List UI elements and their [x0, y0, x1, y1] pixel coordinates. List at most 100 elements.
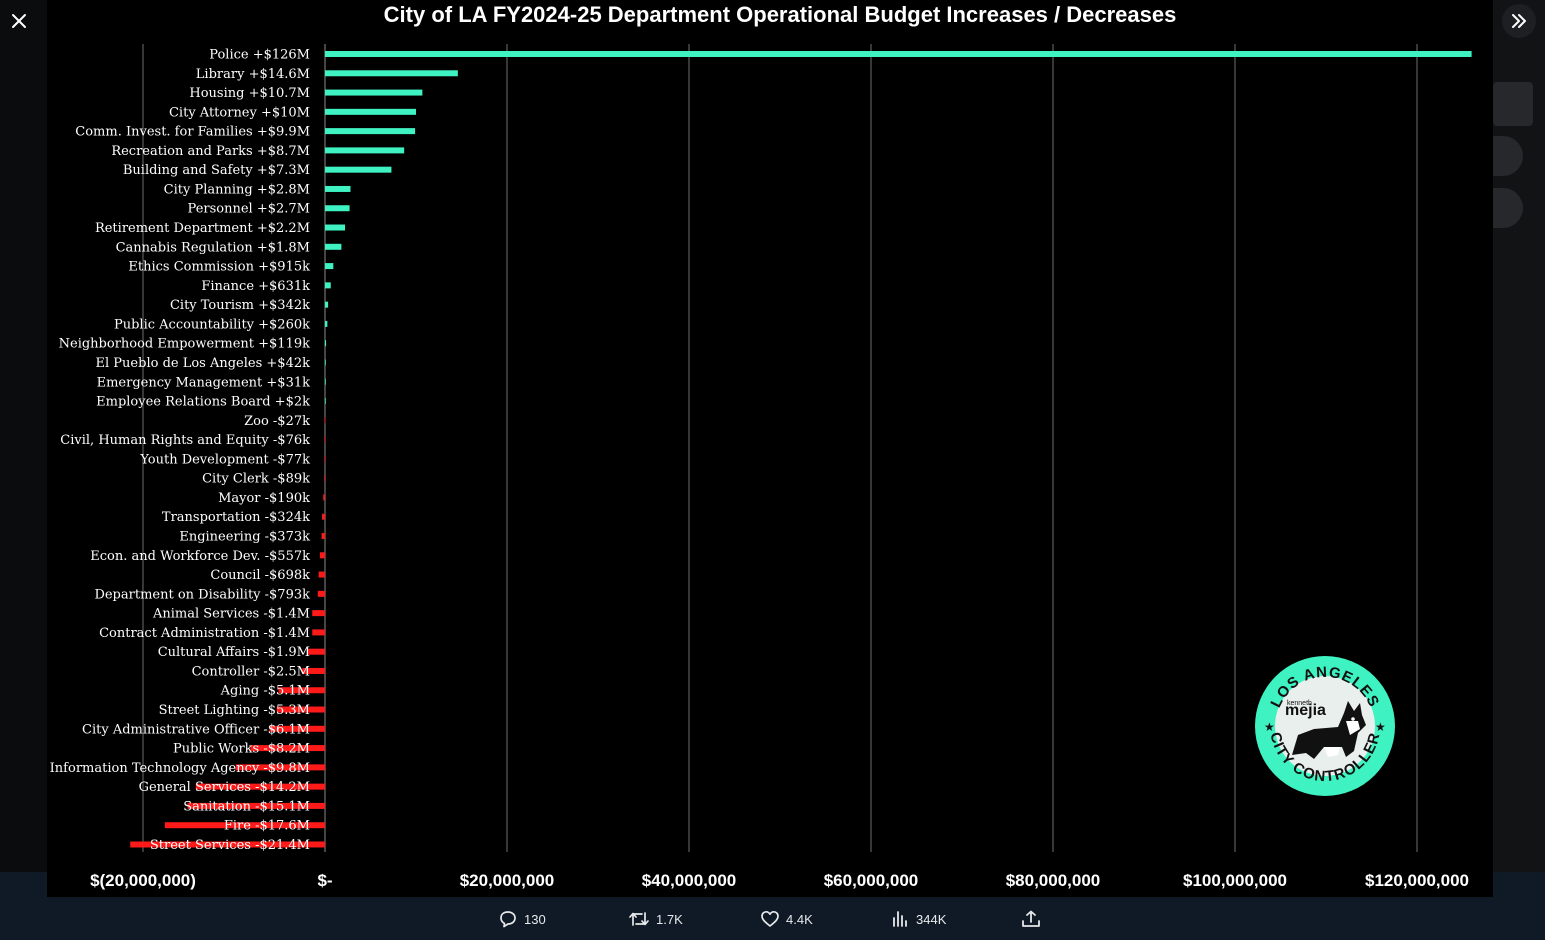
budget-chart: City of LA FY2024-25 Department Operatio…	[50, 2, 1472, 890]
logo-name-small: kenneth	[1287, 700, 1312, 707]
x-tick-label: $80,000,000	[1006, 871, 1101, 890]
category-label: Aging -$5.1M	[220, 684, 310, 699]
category-label: Building and Safety +$7.3M	[123, 163, 310, 178]
bar	[276, 706, 325, 713]
background-block	[1493, 136, 1523, 176]
category-label: Cannabis Regulation +$1.8M	[116, 240, 310, 255]
category-labels: Police +$126M Library +$14.6M Housing +$10…	[50, 48, 310, 853]
analytics-icon	[893, 911, 907, 927]
bar	[164, 822, 325, 829]
category-label: City Administrative Officer -$6.1M	[82, 722, 310, 737]
category-label: City Clerk -$89k	[202, 472, 310, 487]
reply-count: 130	[524, 911, 546, 927]
bar	[325, 108, 416, 115]
category-label: City Attorney +$10M	[169, 105, 310, 120]
x-axis-ticks: $(20,000,000) $- $20,000,000 $40,000,000 $60…	[90, 871, 1469, 890]
category-label: Animal Services -$1.4M	[152, 607, 310, 622]
logo-name-big: mejia	[1285, 702, 1326, 719]
x-tick-label: $60,000,000	[824, 871, 919, 890]
views-button[interactable]: 344K	[890, 909, 946, 929]
category-label: Zoo -$27k	[244, 414, 310, 429]
bar	[322, 513, 325, 520]
x-tick-label: $(20,000,000)	[90, 871, 196, 890]
bar	[325, 359, 326, 366]
category-label: Employee Relations Board +$2k	[96, 395, 310, 410]
expand-button[interactable]	[1502, 4, 1536, 38]
category-label: Department on Disability -$793k	[94, 587, 310, 602]
x-tick-label: $100,000,000	[1183, 871, 1287, 890]
tweet-action-bar: 130 1.7K 4.4K 344K	[0, 903, 1545, 940]
star-icon: ★	[1375, 720, 1386, 734]
background-block	[1493, 188, 1523, 228]
bar	[325, 147, 405, 154]
bar	[325, 89, 423, 96]
views-count: 344K	[916, 911, 947, 927]
bar	[325, 166, 392, 173]
category-label: El Pueblo de Los Angeles +$42k	[96, 356, 311, 371]
controller-logo: LOS ANGELES CITY CONTROLLER ★ ★ kenneth …	[1254, 655, 1396, 797]
bar	[324, 475, 325, 482]
category-label: Youth Development -$77k	[139, 452, 310, 467]
bar	[130, 841, 325, 848]
category-label: General Services -$14.2M	[139, 780, 310, 795]
category-label: Recreation and Parks +$8.7M	[111, 144, 310, 159]
category-label: Street Services -$21.4M	[150, 838, 310, 853]
bar	[187, 802, 325, 809]
reply-button[interactable]: 130	[498, 909, 546, 929]
bar	[321, 533, 325, 539]
category-label: Library +$14.6M	[196, 67, 310, 82]
category-label: Engineering -$373k	[179, 530, 310, 545]
bar	[325, 301, 329, 308]
grid-lines	[142, 44, 1418, 852]
bar	[325, 185, 351, 192]
bar	[312, 629, 325, 636]
category-label: Ethics Commission +$915k	[128, 260, 310, 275]
bar	[323, 494, 325, 501]
like-count: 4.4K	[786, 911, 813, 927]
share-button[interactable]	[1020, 909, 1042, 929]
category-label: Finance +$631k	[201, 279, 310, 294]
category-label: Cultural Affairs -$1.9M	[158, 645, 310, 660]
category-label: Civil, Human Rights and Equity -$76k	[60, 433, 310, 448]
close-button[interactable]	[2, 4, 36, 38]
category-label: Public Accountability +$260k	[114, 317, 310, 332]
bar	[319, 552, 325, 559]
bar	[269, 725, 325, 732]
bar	[325, 282, 331, 289]
bar	[325, 243, 342, 250]
bar	[324, 455, 326, 462]
bar	[278, 687, 325, 694]
bar	[195, 783, 325, 790]
bars	[130, 51, 1472, 848]
category-label: Retirement Department +$2.2M	[95, 221, 310, 236]
repost-icon	[629, 912, 649, 926]
bar	[325, 398, 326, 405]
close-icon	[12, 14, 26, 28]
star-icon: ★	[1264, 720, 1275, 734]
category-label: Comm. Invest. for Families +$9.9M	[75, 125, 310, 140]
corgi-icon	[1292, 701, 1366, 759]
category-label: Police +$126M	[209, 48, 310, 63]
bar	[325, 340, 327, 347]
category-label: Personnel +$2.7M	[188, 202, 310, 217]
category-label: Emergency Management +$31k	[97, 375, 311, 390]
category-label: Fire -$17.6M	[224, 819, 310, 834]
bar	[324, 417, 326, 424]
x-tick-label: $20,000,000	[460, 871, 555, 890]
x-tick-label: $40,000,000	[642, 871, 737, 890]
bar	[325, 378, 326, 385]
repost-button[interactable]: 1.7K	[628, 909, 683, 929]
bar	[325, 70, 458, 77]
bar	[325, 205, 350, 212]
x-tick-label: $-	[317, 871, 332, 890]
bar	[235, 764, 325, 771]
category-label: Transportation -$324k	[162, 510, 310, 525]
bar	[325, 263, 334, 270]
bar	[302, 667, 325, 674]
category-label: Council -$698k	[210, 568, 310, 583]
bar	[325, 320, 328, 327]
chart-container: City of LA FY2024-25 Department Operatio…	[47, 0, 1493, 897]
like-button[interactable]: 4.4K	[760, 909, 813, 929]
category-label: Mayor -$190k	[218, 491, 310, 506]
background-block	[1493, 82, 1533, 126]
